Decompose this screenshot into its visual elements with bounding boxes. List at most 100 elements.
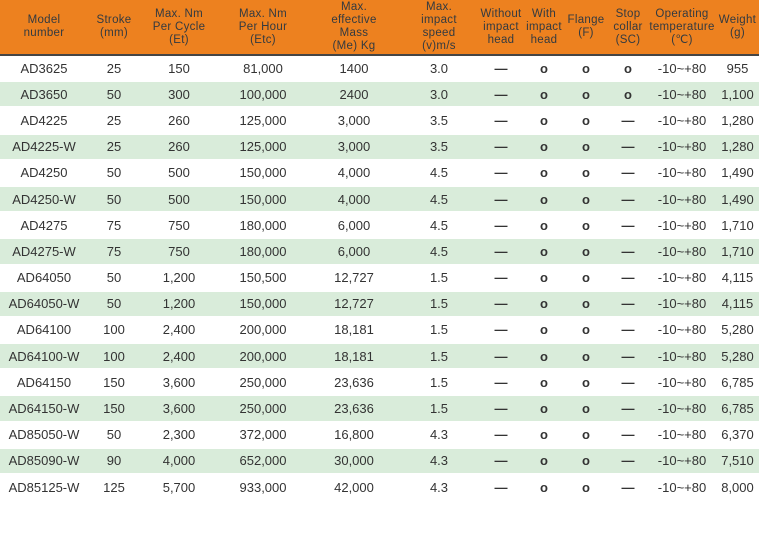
cell-flange: o [564,396,608,423]
cell-max-nm-per-cycle: 5,700 [140,475,218,502]
cell-model-number: AD4250 [0,160,88,187]
cell-flange: o [564,186,608,214]
cell-operating-temperature: -10~+80 [648,82,716,109]
cell-flange: o [564,56,608,83]
cell-without-impact-head: — [478,213,524,240]
cell-max-nm-per-cycle: 260 [140,134,218,161]
cell-stroke: 150 [88,370,140,397]
cell-model-number: AD3625 [0,56,88,83]
cell-without-impact-head: — [478,448,524,475]
cell-stop-collar: — [608,213,648,240]
cell-max-effective-mass: 42,000 [308,475,400,502]
cell-model-number: AD85050-W [0,422,88,449]
cell-max-impact-speed: 1.5 [400,396,478,423]
table-body: AD3625 25 150 81,000 1400 3.0 — o o o -1… [0,56,759,502]
cell-max-nm-per-cycle: 4,000 [140,448,218,475]
cell-without-impact-head: — [478,344,524,371]
cell-weight: 1,100 [716,82,759,109]
cell-max-nm-per-hour: 81,000 [218,56,308,83]
cell-stop-collar: — [608,239,648,266]
cell-max-impact-speed: 3.5 [400,134,478,161]
cell-without-impact-head: — [478,291,524,318]
cell-without-impact-head: — [478,186,524,214]
cell-max-nm-per-hour: 150,000 [218,291,308,318]
cell-operating-temperature: -10~+80 [648,396,716,423]
cell-stop-collar: — [608,344,648,371]
cell-stop-collar: — [608,448,648,475]
cell-max-impact-speed: 3.5 [400,108,478,135]
cell-model-number: AD64100-W [0,344,88,371]
cell-max-nm-per-hour: 250,000 [218,396,308,423]
cell-with-impact-head: o [524,213,564,240]
cell-model-number: AD64150-W [0,396,88,423]
cell-operating-temperature: -10~+80 [648,317,716,345]
cell-with-impact-head: o [524,344,564,371]
cell-operating-temperature: -10~+80 [648,160,716,187]
cell-max-impact-speed: 4.5 [400,186,478,214]
table-row: AD4250-W 50 500 150,000 4,000 4.5 — o o … [0,186,759,214]
cell-flange: o [564,291,608,318]
cell-operating-temperature: -10~+80 [648,370,716,397]
cell-model-number: AD3650 [0,82,88,109]
col-header-max-effective-mass: Max. effective Mass (Me) Kg [308,0,400,56]
cell-model-number: AD64150 [0,370,88,397]
cell-weight: 7,510 [716,448,759,475]
table-row: AD4250 50 500 150,000 4,000 4.5 — o o — … [0,160,759,187]
cell-max-nm-per-cycle: 3,600 [140,370,218,397]
col-header-model-number: Model number [0,0,88,56]
cell-flange: o [564,108,608,135]
cell-without-impact-head: — [478,134,524,161]
cell-stop-collar: — [608,475,648,502]
cell-operating-temperature: -10~+80 [648,134,716,161]
cell-max-nm-per-hour: 933,000 [218,475,308,502]
cell-max-effective-mass: 4,000 [308,186,400,214]
cell-operating-temperature: -10~+80 [648,422,716,449]
cell-max-nm-per-hour: 125,000 [218,108,308,135]
cell-with-impact-head: o [524,239,564,266]
cell-stroke: 75 [88,213,140,240]
cell-max-nm-per-cycle: 1,200 [140,291,218,318]
col-header-with-impact-head: With impact head [524,0,564,56]
col-header-max-nm-per-cycle: Max. Nm Per Cycle (Et) [140,0,218,56]
cell-weight: 6,785 [716,370,759,397]
cell-stroke: 75 [88,239,140,266]
cell-without-impact-head: — [478,160,524,187]
cell-stop-collar: — [608,317,648,345]
cell-stroke: 90 [88,448,140,475]
table-row: AD85090-W 90 4,000 652,000 30,000 4.3 — … [0,448,759,475]
cell-max-effective-mass: 18,181 [308,344,400,371]
spec-table: Model number Stroke (mm) Max. Nm Per Cyc… [0,0,759,502]
table-row: AD64150 150 3,600 250,000 23,636 1.5 — o… [0,370,759,397]
cell-max-impact-speed: 4.5 [400,213,478,240]
cell-weight: 1,710 [716,239,759,266]
cell-flange: o [564,370,608,397]
cell-flange: o [564,317,608,345]
table-row: AD64050 50 1,200 150,500 12,727 1.5 — o … [0,265,759,292]
cell-stop-collar: — [608,291,648,318]
cell-with-impact-head: o [524,448,564,475]
cell-max-impact-speed: 4.5 [400,239,478,266]
cell-model-number: AD4225-W [0,134,88,161]
cell-max-effective-mass: 3,000 [308,108,400,135]
table-row: AD4275-W 75 750 180,000 6,000 4.5 — o o … [0,239,759,266]
cell-flange: o [564,160,608,187]
cell-weight: 1,490 [716,160,759,187]
cell-operating-temperature: -10~+80 [648,344,716,371]
cell-stroke: 25 [88,56,140,83]
cell-with-impact-head: o [524,134,564,161]
cell-weight: 955 [716,56,759,83]
cell-operating-temperature: -10~+80 [648,239,716,266]
col-header-weight: Weight (g) [716,0,759,56]
col-header-operating-temperature: Operating temperature (℃) [648,0,716,56]
cell-stop-collar: — [608,108,648,135]
cell-max-nm-per-hour: 100,000 [218,82,308,109]
cell-max-impact-speed: 1.5 [400,344,478,371]
cell-model-number: AD4250-W [0,186,88,214]
col-header-flange: Flange (F) [564,0,608,56]
cell-flange: o [564,344,608,371]
cell-model-number: AD85090-W [0,448,88,475]
cell-model-number: AD4225 [0,108,88,135]
cell-without-impact-head: — [478,370,524,397]
cell-with-impact-head: o [524,82,564,109]
cell-operating-temperature: -10~+80 [648,448,716,475]
